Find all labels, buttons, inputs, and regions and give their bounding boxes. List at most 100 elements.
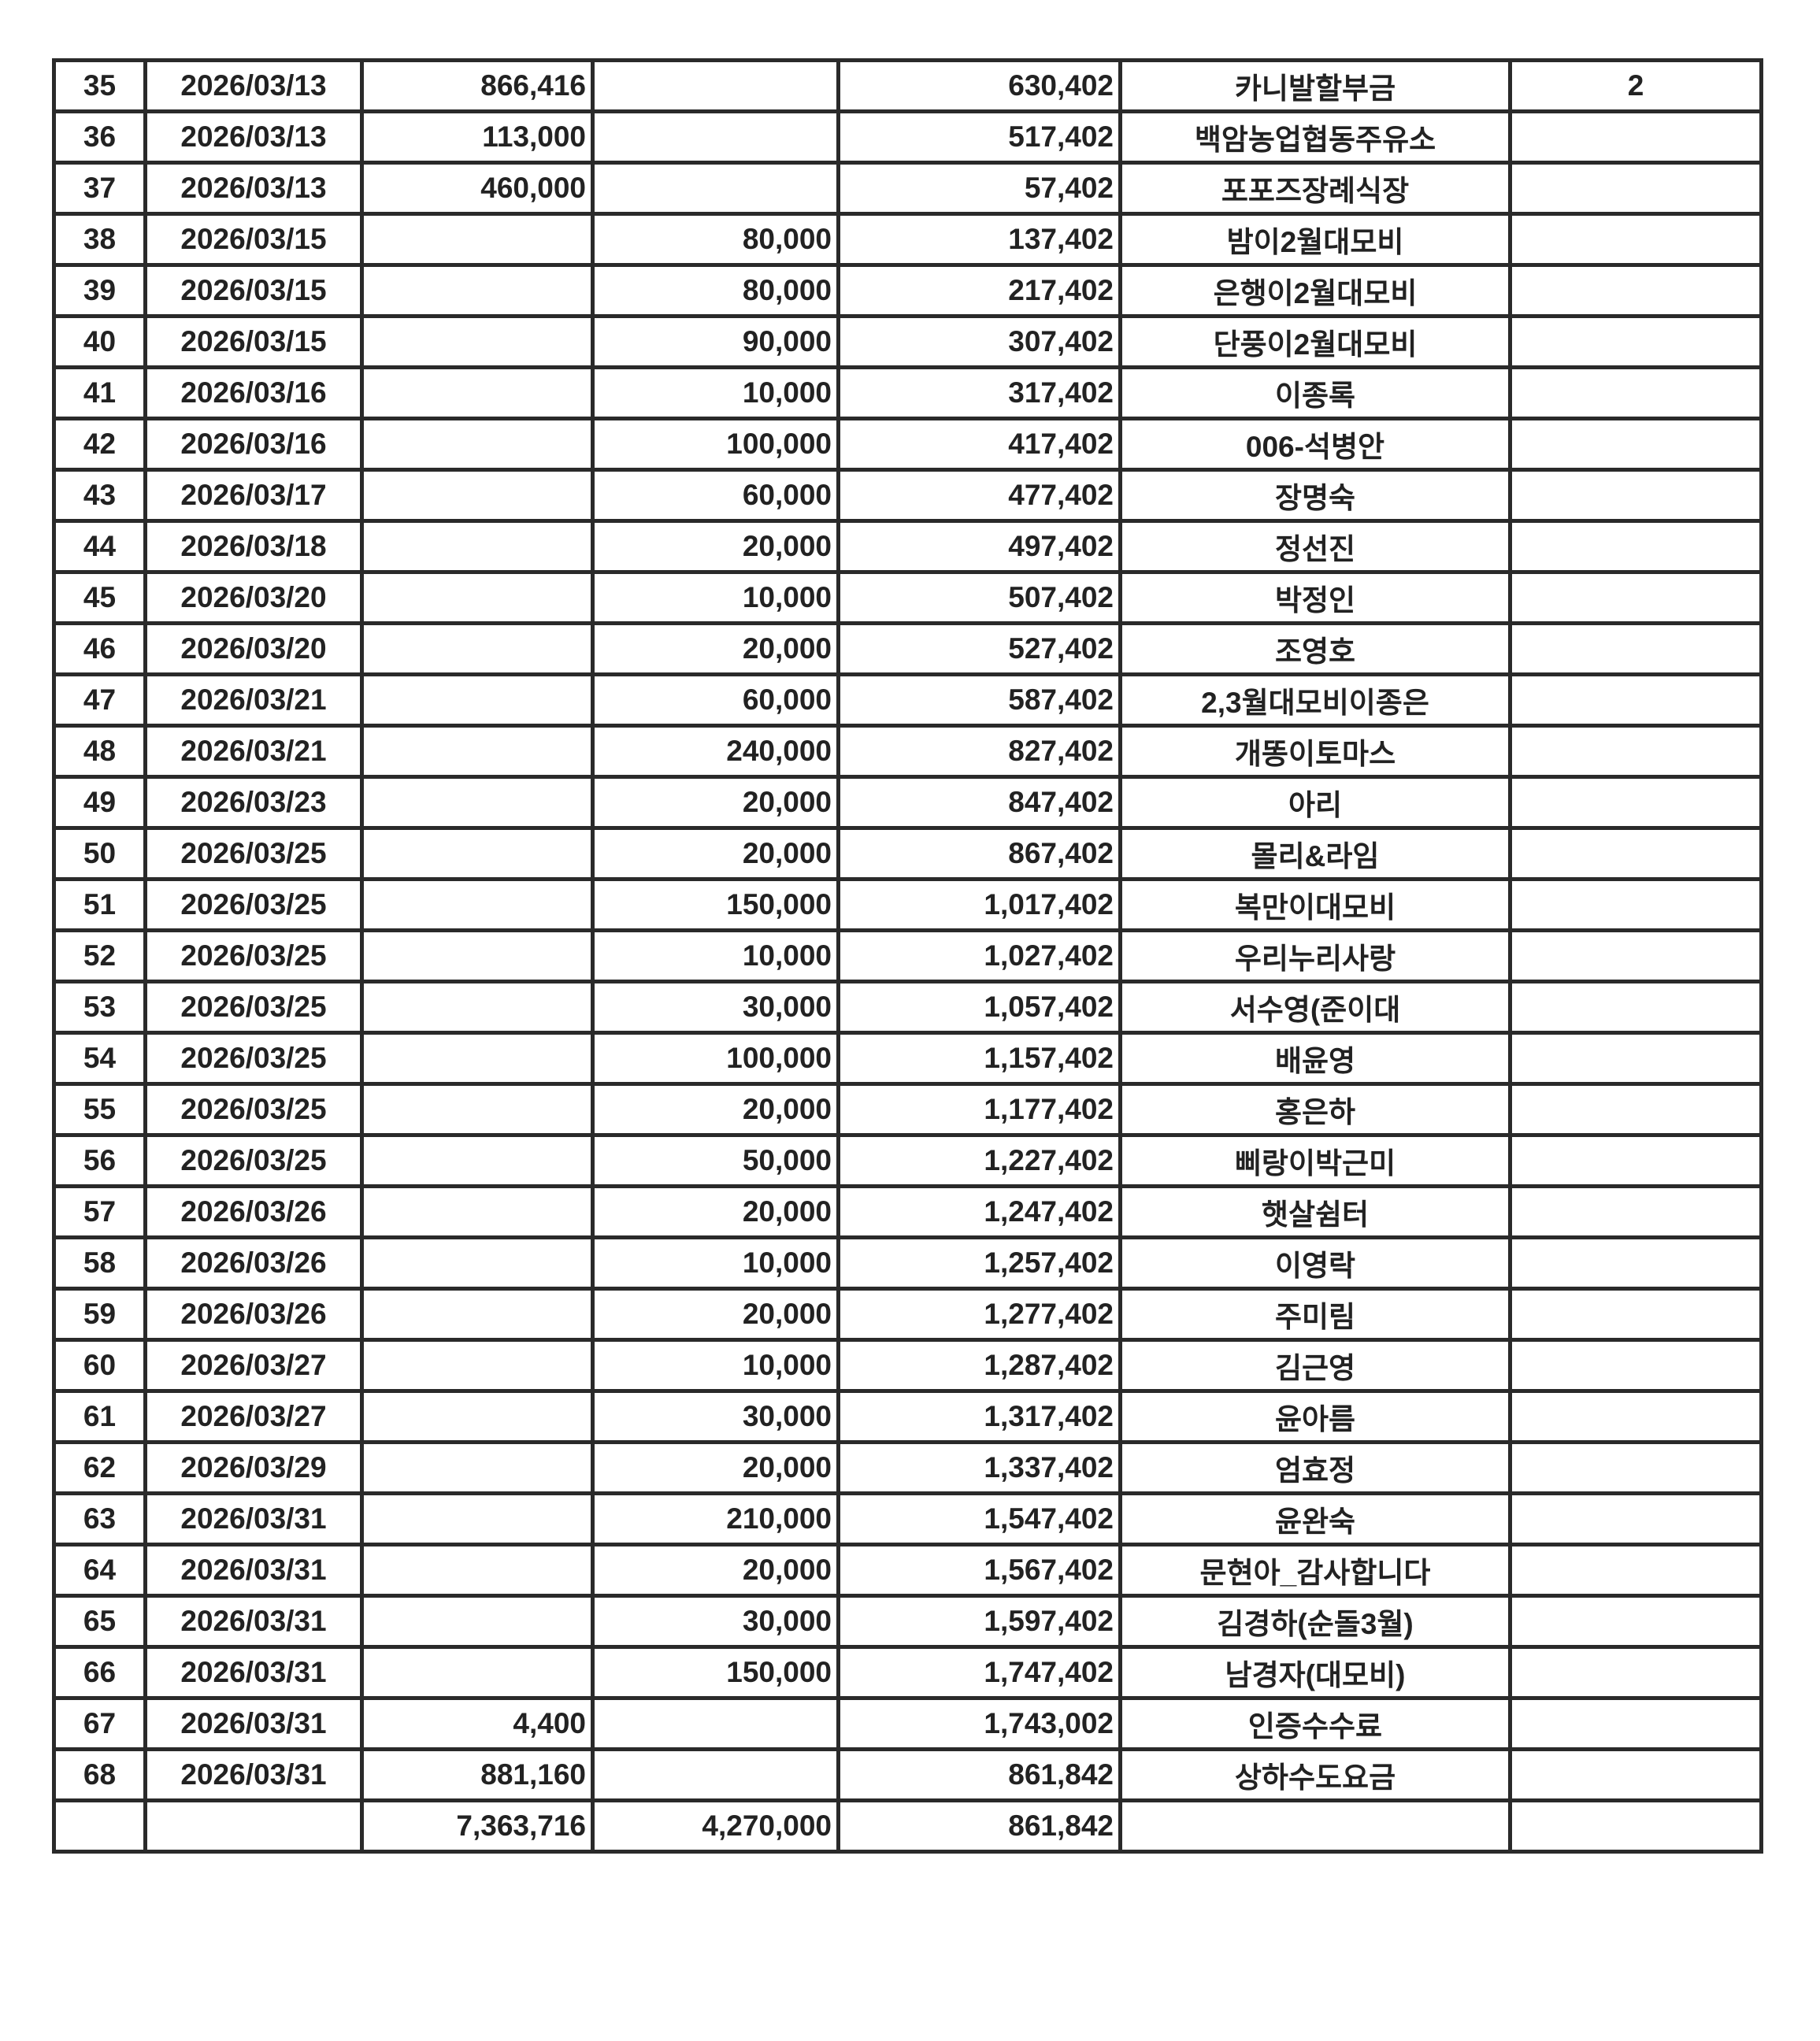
date-cell: 2026/03/20: [143, 621, 364, 676]
balance-cell: 1,057,402: [836, 980, 1122, 1035]
row-number-cell: 58: [52, 1235, 147, 1291]
memo-cell: 홍은하: [1118, 1082, 1512, 1137]
deposit-cell: 210,000: [591, 1491, 840, 1546]
balance-cell: 1,257,402: [836, 1235, 1122, 1291]
withdrawal-cell: [360, 1389, 595, 1444]
balance-cell: 1,277,402: [836, 1287, 1122, 1342]
date-cell: 2026/03/15: [143, 212, 364, 267]
table-row: 54 2026/03/25 100,000 1,157,402 배윤영: [52, 1031, 1763, 1086]
date-cell: 2026/03/25: [143, 826, 364, 881]
note-cell: [1508, 1696, 1763, 1751]
withdrawal-cell: [360, 570, 595, 625]
table-row: 68 2026/03/31 881,160 861,842 상하수도요금: [52, 1747, 1763, 1802]
note-cell: [1508, 1543, 1763, 1598]
row-number-cell: [52, 1798, 147, 1854]
withdrawal-cell: [360, 775, 595, 830]
balance-cell: 507,402: [836, 570, 1122, 625]
table-row: 42 2026/03/16 100,000 417,402 006-석병안: [52, 417, 1763, 472]
withdrawal-cell: [360, 1287, 595, 1342]
withdrawal-cell: 881,160: [360, 1747, 595, 1802]
date-cell: 2026/03/31: [143, 1747, 364, 1802]
table-row: 53 2026/03/25 30,000 1,057,402 서수영(준이대: [52, 980, 1763, 1035]
row-number-cell: 66: [52, 1645, 147, 1700]
memo-cell: 윤아름: [1118, 1389, 1512, 1444]
note-cell: [1508, 161, 1763, 216]
row-number-cell: 47: [52, 672, 147, 728]
balance-cell: 867,402: [836, 826, 1122, 881]
table-row: 40 2026/03/15 90,000 307,402 단풍이2월대모비: [52, 314, 1763, 369]
table-row: 56 2026/03/25 50,000 1,227,402 삐랑이박근미: [52, 1133, 1763, 1188]
memo-cell: 포포즈장례식장: [1118, 161, 1512, 216]
note-cell: [1508, 314, 1763, 369]
withdrawal-cell: 460,000: [360, 161, 595, 216]
withdrawal-cell: [360, 1133, 595, 1188]
memo-cell: 햇살쉼터: [1118, 1184, 1512, 1239]
date-cell: 2026/03/25: [143, 1133, 364, 1188]
memo-cell: 아리: [1118, 775, 1512, 830]
withdrawal-cell: [360, 826, 595, 881]
row-number-cell: 63: [52, 1491, 147, 1546]
date-cell: 2026/03/26: [143, 1287, 364, 1342]
row-number-cell: 49: [52, 775, 147, 830]
date-cell: 2026/03/26: [143, 1184, 364, 1239]
deposit-cell: 10,000: [591, 928, 840, 983]
memo-cell: 백암농업협동주유소: [1118, 109, 1512, 165]
row-number-cell: 57: [52, 1184, 147, 1239]
row-number-cell: 50: [52, 826, 147, 881]
deposit-cell: 20,000: [591, 1184, 840, 1239]
table-row: 48 2026/03/21 240,000 827,402 개똥이토마스: [52, 724, 1763, 779]
note-cell: [1508, 519, 1763, 574]
balance-cell: 57,402: [836, 161, 1122, 216]
date-cell: 2026/03/13: [143, 109, 364, 165]
balance-cell: 1,017,402: [836, 877, 1122, 932]
balance-cell: 1,317,402: [836, 1389, 1122, 1444]
date-cell: 2026/03/25: [143, 1031, 364, 1086]
balance-cell: 137,402: [836, 212, 1122, 267]
balance-cell: 587,402: [836, 672, 1122, 728]
date-cell: 2026/03/15: [143, 263, 364, 318]
balance-cell: 527,402: [836, 621, 1122, 676]
deposit-cell: [591, 1696, 840, 1751]
deposit-cell: 10,000: [591, 1338, 840, 1393]
memo-cell: 인증수수료: [1118, 1696, 1512, 1751]
deposit-cell: 20,000: [591, 621, 840, 676]
balance-cell: 1,743,002: [836, 1696, 1122, 1751]
deposit-cell: 60,000: [591, 468, 840, 523]
note-cell: [1508, 775, 1763, 830]
row-number-cell: 54: [52, 1031, 147, 1086]
memo-cell: 몰리&라임: [1118, 826, 1512, 881]
memo-cell: 이영락: [1118, 1235, 1512, 1291]
table-row: 64 2026/03/31 20,000 1,567,402 문현아_감사합니다: [52, 1543, 1763, 1598]
row-number-cell: 37: [52, 161, 147, 216]
withdrawal-cell: [360, 263, 595, 318]
deposit-cell: 20,000: [591, 1287, 840, 1342]
date-cell: 2026/03/20: [143, 570, 364, 625]
balance-cell: 827,402: [836, 724, 1122, 779]
row-number-cell: 41: [52, 365, 147, 420]
memo-cell: 김근영: [1118, 1338, 1512, 1393]
note-cell: [1508, 1645, 1763, 1700]
row-number-cell: 68: [52, 1747, 147, 1802]
note-cell: [1508, 928, 1763, 983]
note-cell: [1508, 1747, 1763, 1802]
note-cell: [1508, 109, 1763, 165]
memo-cell: 조영호: [1118, 621, 1512, 676]
table-row: 39 2026/03/15 80,000 217,402 은행이2월대모비: [52, 263, 1763, 318]
deposit-cell: 60,000: [591, 672, 840, 728]
date-cell: 2026/03/21: [143, 724, 364, 779]
withdrawal-cell: 866,416: [360, 58, 595, 113]
memo-cell: 장명숙: [1118, 468, 1512, 523]
table-row: 51 2026/03/25 150,000 1,017,402 복만이대모비: [52, 877, 1763, 932]
deposit-cell: 4,270,000: [591, 1798, 840, 1854]
withdrawal-cell: 7,363,716: [360, 1798, 595, 1854]
date-cell: 2026/03/21: [143, 672, 364, 728]
note-cell: [1508, 724, 1763, 779]
deposit-cell: 240,000: [591, 724, 840, 779]
note-cell: [1508, 212, 1763, 267]
row-number-cell: 62: [52, 1440, 147, 1495]
row-number-cell: 38: [52, 212, 147, 267]
memo-cell: [1118, 1798, 1512, 1854]
withdrawal-cell: 113,000: [360, 109, 595, 165]
row-number-cell: 60: [52, 1338, 147, 1393]
withdrawal-cell: [360, 724, 595, 779]
